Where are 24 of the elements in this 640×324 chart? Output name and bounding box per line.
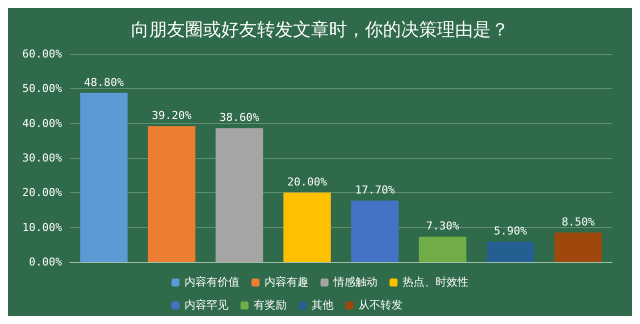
data-label: 5.90% (494, 224, 528, 238)
legend-label: 内容罕见 (184, 298, 228, 312)
data-label: 8.50% (562, 216, 596, 229)
y-tick-label: 60.00% (22, 48, 62, 60)
data-label: 17.70% (355, 184, 396, 197)
y-tick-label: 30.00% (22, 152, 62, 164)
data-label: 7.30% (426, 220, 460, 233)
legend-label: 热点、时效性 (402, 276, 468, 288)
y-tick-label: 20.00% (22, 186, 62, 200)
data-label: 39.20% (152, 109, 192, 122)
data-label: 20.00% (287, 176, 328, 189)
legend-label: 其他 (312, 298, 334, 312)
legend-label: 内容有价值 (184, 276, 240, 288)
legend-label: 从不转发 (358, 298, 402, 312)
legend-label: 情感触动 (332, 276, 378, 288)
legend-label: 有奖励 (254, 300, 286, 312)
y-tick-label: 0.00% (28, 256, 62, 268)
y-tick-label: 40.00% (22, 116, 62, 130)
data-label: 38.60% (220, 111, 260, 124)
data-label: 48.80% (84, 76, 124, 89)
chart-title: 向朋友圈或好友转发文章时，你的决策理由是？ (131, 20, 509, 40)
legend-label: 内容有趣 (264, 276, 308, 288)
y-tick-label: 10.00% (22, 220, 62, 234)
y-tick-label: 50.00% (22, 82, 62, 96)
